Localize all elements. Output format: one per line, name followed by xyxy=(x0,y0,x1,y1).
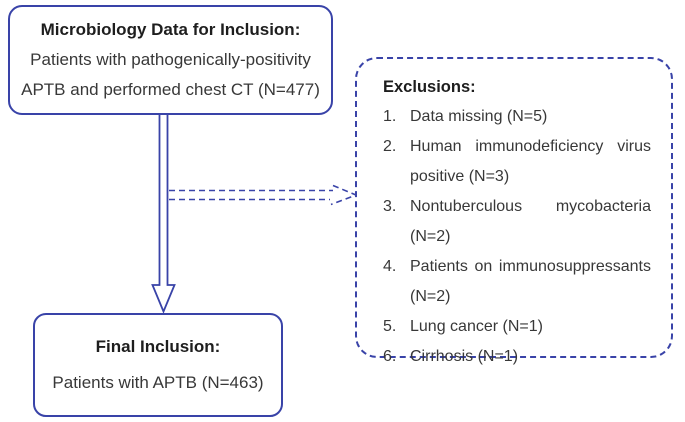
exclusion-item: 2. Human immunodeficiency virus positive… xyxy=(383,132,651,192)
exclusion-item: 5. Lung cancer (N=1) xyxy=(383,312,651,342)
exclusions-box-title: Exclusions: xyxy=(383,78,476,96)
exclusion-item-text: Human immunodeficiency virus positive (N… xyxy=(410,138,651,185)
exclusion-item-number: 2. xyxy=(383,138,397,155)
final-inclusion-box-line-1: Patients with APTB (N=463) xyxy=(52,373,264,392)
exclusion-item-text: Patients on immunosuppressants (N=2) xyxy=(410,258,651,305)
exclusion-item-number: 5. xyxy=(383,318,397,335)
exclusion-item-number: 1. xyxy=(383,108,397,125)
exclusion-item-text: Nontuberculous mycobacteria (N=2) xyxy=(410,198,651,245)
final-inclusion-box: Final Inclusion: Patients with APTB (N=4… xyxy=(33,313,283,417)
exclusion-item: 3. Nontuberculous mycobacteria (N=2) xyxy=(383,192,651,252)
inclusion-box-line-1: Patients with pathogenically-positivity xyxy=(30,50,311,69)
exclusion-item-text: Cirrhosis (N=1) xyxy=(410,348,519,365)
inclusion-box: Microbiology Data for Inclusion: Patient… xyxy=(8,5,333,115)
exclusion-item: 1. Data missing (N=5) xyxy=(383,102,651,132)
exclusion-item-text: Lung cancer (N=1) xyxy=(410,318,543,335)
exclusion-item-number: 4. xyxy=(383,258,397,275)
exclusion-item: 6. Cirrhosis (N=1) xyxy=(383,342,651,372)
exclusion-item-number: 3. xyxy=(383,198,397,215)
flow-arrow-down-icon xyxy=(151,115,176,314)
exclusion-arrow-dashed-icon xyxy=(169,184,359,206)
inclusion-box-line-2: APTB and performed chest CT (N=477) xyxy=(21,80,320,99)
exclusion-item-number: 6. xyxy=(383,348,397,365)
exclusion-item: 4. Patients on immunosuppressants (N=2) xyxy=(383,252,651,312)
exclusions-box: Exclusions: 1. Data missing (N=5) 2. Hum… xyxy=(355,57,673,365)
inclusion-box-title: Microbiology Data for Inclusion: xyxy=(40,20,301,39)
final-inclusion-box-title: Final Inclusion: xyxy=(95,337,221,356)
exclusion-item-text: Data missing (N=5) xyxy=(410,108,548,125)
